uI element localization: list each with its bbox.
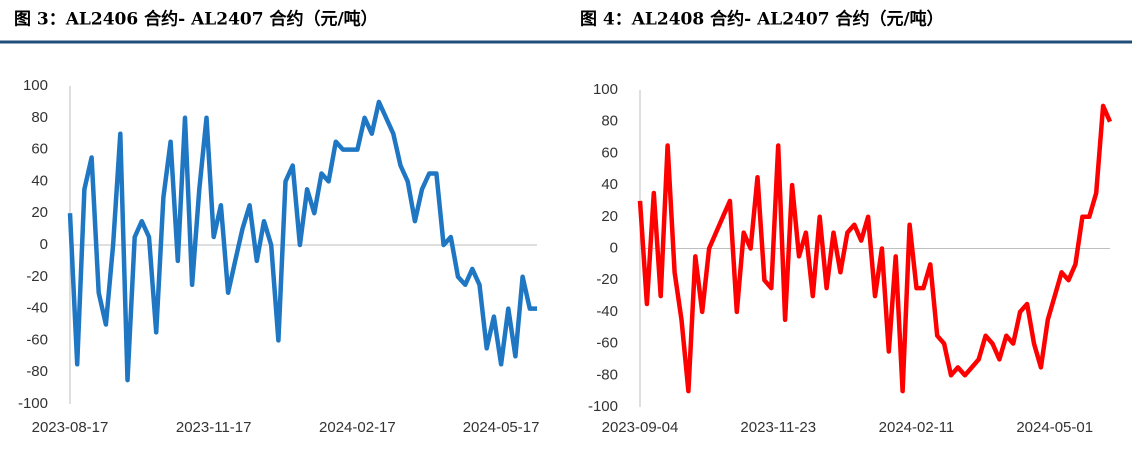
x-tick-label: 2024-02-11 — [879, 419, 955, 436]
y-tick-label: -60 — [26, 331, 48, 348]
y-tick-label: 0 — [40, 236, 48, 253]
y-tick-label: 60 — [31, 141, 48, 158]
series-line — [67, 99, 537, 383]
y-tick-label: 80 — [601, 113, 618, 130]
y-tick-label: -100 — [18, 395, 48, 412]
y-tick-label: 100 — [23, 77, 48, 94]
y-tick-label: -80 — [26, 363, 48, 380]
x-tick-label: 2024-05-17 — [463, 419, 540, 436]
x-tick-label: 2024-05-01 — [1016, 419, 1093, 436]
y-tick-label: 0 — [610, 239, 618, 256]
x-tick-label: 2024-02-17 — [319, 419, 396, 436]
x-tick-label: 2023-11-23 — [740, 419, 816, 436]
series-line — [637, 103, 1113, 394]
x-tick-label: 2023-08-17 — [32, 419, 109, 436]
y-tick-label: 40 — [601, 176, 618, 193]
y-tick-label: 40 — [31, 172, 48, 189]
y-tick-label: 100 — [593, 81, 618, 98]
y-tick-label: -100 — [588, 398, 618, 415]
y-tick-label: -40 — [596, 303, 618, 320]
y-tick-label: 60 — [601, 144, 618, 161]
y-tick-label: -60 — [596, 335, 618, 352]
y-tick-label: -40 — [26, 300, 48, 317]
x-tick-label: 2023-09-04 — [602, 419, 679, 436]
y-tick-label: -20 — [596, 271, 618, 288]
y-tick-label: 20 — [601, 208, 618, 225]
y-tick-label: 20 — [31, 204, 48, 221]
y-tick-label: -20 — [26, 268, 48, 285]
chart-title: 图 4：AL2408 合约- AL2407 合约（元/吨） — [580, 9, 944, 30]
y-tick-label: 80 — [31, 109, 48, 126]
chart-title: 图 3：AL2406 合约- AL2407 合约（元/吨） — [14, 9, 378, 30]
x-tick-label: 2023-11-17 — [176, 419, 252, 436]
y-tick-label: -80 — [596, 366, 618, 383]
